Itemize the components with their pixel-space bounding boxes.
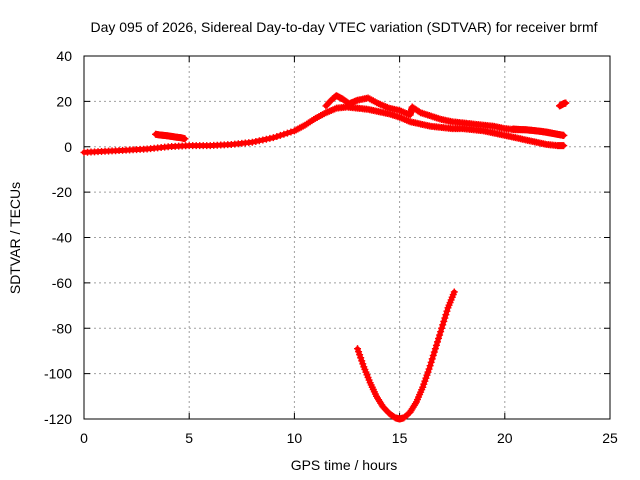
data-point-marker bbox=[287, 128, 295, 136]
data-point-marker bbox=[560, 142, 568, 150]
data-point-marker bbox=[450, 288, 458, 296]
data-point-marker bbox=[262, 135, 270, 143]
data-point-marker bbox=[432, 341, 440, 349]
y-axis-tick-labels: 40 20 0 -20 -40 -60 -80 -100 -120 bbox=[44, 48, 72, 427]
data-series bbox=[80, 92, 570, 423]
data-point-marker bbox=[441, 314, 449, 322]
x-tick-label: 5 bbox=[185, 430, 193, 446]
y-tick-label: -100 bbox=[44, 366, 72, 382]
axis-ticks bbox=[83, 55, 611, 420]
data-point-marker bbox=[255, 137, 263, 145]
data-point-marker bbox=[269, 134, 277, 142]
x-tick-label: 20 bbox=[497, 430, 513, 446]
chart-title: Day 095 of 2026, Sidereal Day-to-day VTE… bbox=[90, 19, 597, 35]
y-axis-label: SDTVAR / TECUs bbox=[7, 182, 23, 294]
y-tick-label: -80 bbox=[52, 320, 72, 336]
series-segment-22.5h bbox=[556, 99, 570, 110]
y-tick-label: 0 bbox=[64, 139, 72, 155]
data-point-marker bbox=[273, 133, 281, 141]
data-point-marker bbox=[433, 338, 441, 346]
series-segment-3h bbox=[152, 130, 189, 143]
series-segment-20h bbox=[509, 125, 568, 139]
data-point-marker bbox=[437, 328, 445, 336]
x-tick-label: 15 bbox=[392, 430, 408, 446]
y-tick-label: 20 bbox=[56, 93, 72, 109]
data-point-marker bbox=[562, 99, 570, 107]
data-point-marker bbox=[440, 317, 448, 325]
series-main-band bbox=[80, 103, 568, 156]
data-point-marker bbox=[252, 137, 260, 145]
data-point-marker bbox=[266, 134, 274, 142]
y-tick-label: -120 bbox=[44, 411, 72, 427]
data-point-marker bbox=[560, 131, 568, 139]
data-point-marker bbox=[259, 136, 267, 144]
series-trace bbox=[355, 289, 457, 422]
data-point-marker bbox=[438, 324, 446, 332]
data-point-marker bbox=[276, 131, 284, 139]
data-point-marker bbox=[425, 365, 433, 373]
data-point-marker bbox=[181, 135, 189, 143]
y-tick-label: -60 bbox=[52, 275, 72, 291]
data-point-marker bbox=[431, 345, 439, 353]
y-tick-label: 40 bbox=[56, 48, 72, 64]
x-axis-label: GPS time / hours bbox=[291, 457, 398, 473]
data-point-marker bbox=[427, 358, 435, 366]
data-point-marker bbox=[436, 331, 444, 339]
data-point-marker bbox=[428, 355, 436, 363]
data-point-marker bbox=[429, 351, 437, 359]
x-tick-label: 10 bbox=[287, 430, 303, 446]
y-tick-label: -20 bbox=[52, 184, 72, 200]
x-axis-tick-labels: 0 5 10 15 20 25 bbox=[80, 430, 618, 446]
data-point-marker bbox=[435, 334, 443, 342]
data-point-marker bbox=[442, 311, 450, 319]
data-point-marker bbox=[426, 362, 434, 370]
data-point-marker bbox=[415, 108, 423, 116]
data-point-marker bbox=[439, 321, 447, 329]
series-dip bbox=[354, 288, 458, 423]
data-point-marker bbox=[430, 348, 438, 356]
data-point-marker bbox=[248, 138, 256, 146]
y-tick-label: -40 bbox=[52, 230, 72, 246]
data-point-marker bbox=[280, 130, 288, 138]
data-point-marker bbox=[283, 129, 291, 137]
x-tick-label: 0 bbox=[80, 430, 88, 446]
x-tick-label: 25 bbox=[602, 430, 618, 446]
data-point-marker bbox=[443, 307, 451, 315]
